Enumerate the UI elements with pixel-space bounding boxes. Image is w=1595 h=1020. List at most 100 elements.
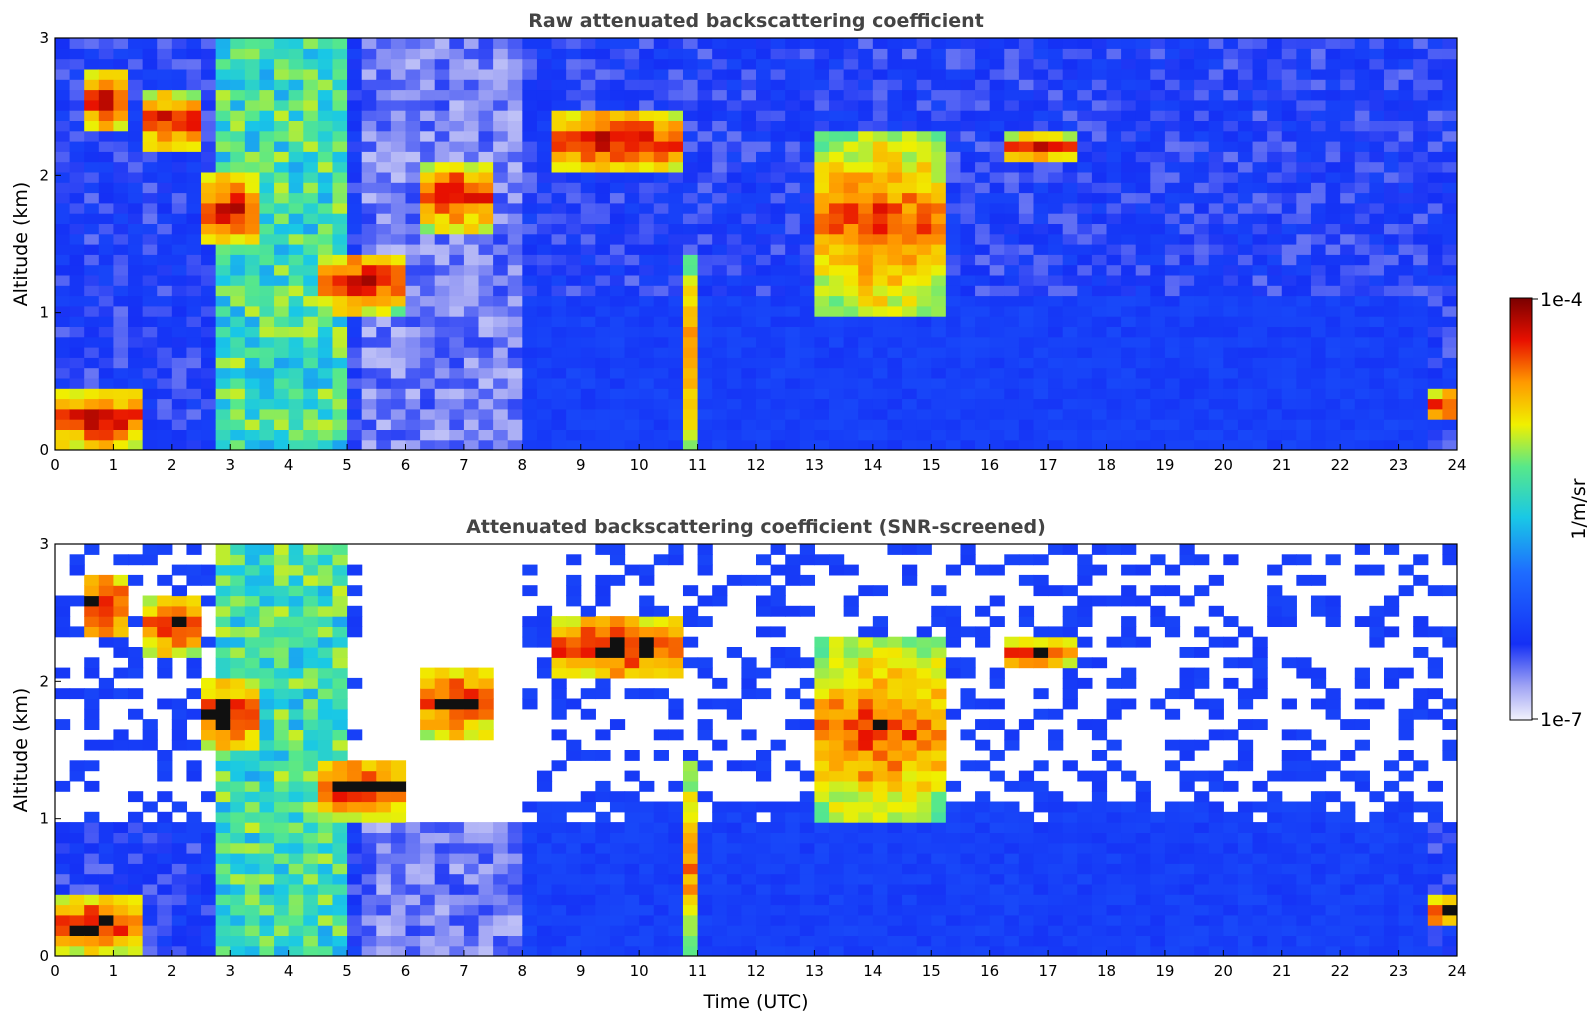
heatmap-cell [259,89,275,101]
heatmap-cell [288,544,304,555]
heatmap-cell [668,274,684,286]
heatmap-cell [1121,233,1137,245]
heatmap-cell [1310,408,1327,420]
heatmap-cell [493,935,509,947]
heatmap-cell [1150,254,1166,266]
heatmap-cell [1267,192,1283,204]
heatmap-cell [332,822,348,833]
heatmap-cell [332,595,348,607]
heatmap-cell [799,58,816,70]
heatmap-cell [551,904,567,916]
heatmap-cell [55,419,71,430]
heatmap-cell [1121,79,1137,91]
heatmap-cell [872,223,889,235]
heatmap-cell [609,894,626,906]
heatmap-cell [478,729,494,741]
heatmap-cell [668,254,684,266]
heatmap-cell [128,295,144,307]
heatmap-cell [1310,305,1327,317]
heatmap-cell [113,223,129,235]
heatmap-cell [69,89,85,101]
heatmap-cell [449,110,465,121]
heatmap-cell [478,58,494,70]
heatmap-cell [493,439,509,450]
heatmap-cell [1383,326,1400,338]
heatmap-cell [989,58,1005,70]
heatmap-cell [712,38,728,49]
heatmap-cell [288,647,304,658]
heatmap-cell [332,914,348,926]
heatmap-cell [201,274,217,286]
heatmap-cell [1281,254,1297,266]
heatmap-cell [244,873,261,885]
heatmap-cell [756,110,772,121]
heatmap-cell [376,873,392,885]
heatmap-cell [303,544,319,555]
heatmap-cell [361,832,377,844]
heatmap-cell [201,863,217,875]
heatmap-cell [1062,48,1078,60]
heatmap-cell [449,274,465,286]
heatmap-cell [609,120,626,132]
heatmap-cell [420,171,436,183]
heatmap-cell [1267,244,1283,255]
heatmap-cell [1077,171,1093,183]
heatmap-cell [726,326,742,338]
heatmap-cell [259,585,275,597]
heatmap-cell [580,801,596,813]
heatmap-cell [317,935,334,947]
heatmap-cell [551,347,567,358]
heatmap-cell [682,58,699,70]
heatmap-cell [113,842,129,854]
heatmap-cell [332,698,348,710]
heatmap-cell [1427,171,1443,183]
heatmap-cell [1208,141,1224,152]
heatmap-cell [799,48,816,60]
heatmap-cell [1208,347,1224,358]
heatmap-cell [215,419,231,430]
heatmap-cell [463,945,480,956]
heatmap-cell [244,935,261,947]
heatmap-cell [829,254,845,266]
heatmap-cell [975,89,991,101]
heatmap-cell [332,316,348,327]
heatmap-cell [1048,336,1064,348]
heatmap-cell [872,244,889,255]
heatmap-cell [434,213,450,224]
heatmap-cell [303,574,319,586]
heatmap-cell [989,141,1005,152]
heatmap-cell [843,398,859,410]
heatmap-cell [858,408,874,420]
heatmap-cell [171,419,188,430]
heatmap-cell [332,873,348,885]
heatmap-cell [128,182,144,194]
heatmap-cell [332,636,348,648]
heatmap-cell [128,233,144,245]
heatmap-cell [843,357,859,369]
heatmap-cell [434,853,450,864]
heatmap-cell [1077,398,1093,410]
heatmap-cell [128,616,144,627]
heatmap-cell [332,58,348,70]
heatmap-cell [1208,285,1224,297]
heatmap-cell [259,780,275,792]
heatmap-cell [113,244,129,255]
heatmap-cell [522,439,538,450]
heatmap-cell [259,677,275,689]
heatmap-cell [157,202,173,214]
y-axis-label: Altitude (km) [10,182,32,307]
heatmap-cell [157,626,173,638]
heatmap-cell [230,822,246,833]
heatmap-cell [1179,99,1195,111]
heatmap-cell [1354,38,1370,49]
heatmap-cell [274,719,290,730]
heatmap-cell [463,832,480,844]
heatmap-cell [1223,223,1239,235]
heatmap-cell [1018,68,1035,80]
heatmap-cell [522,274,538,286]
heatmap-cell [1062,388,1078,400]
heatmap-cell [230,419,246,430]
heatmap-cell [1179,79,1195,91]
heatmap-cell [361,408,377,420]
heatmap-cell [186,626,202,638]
